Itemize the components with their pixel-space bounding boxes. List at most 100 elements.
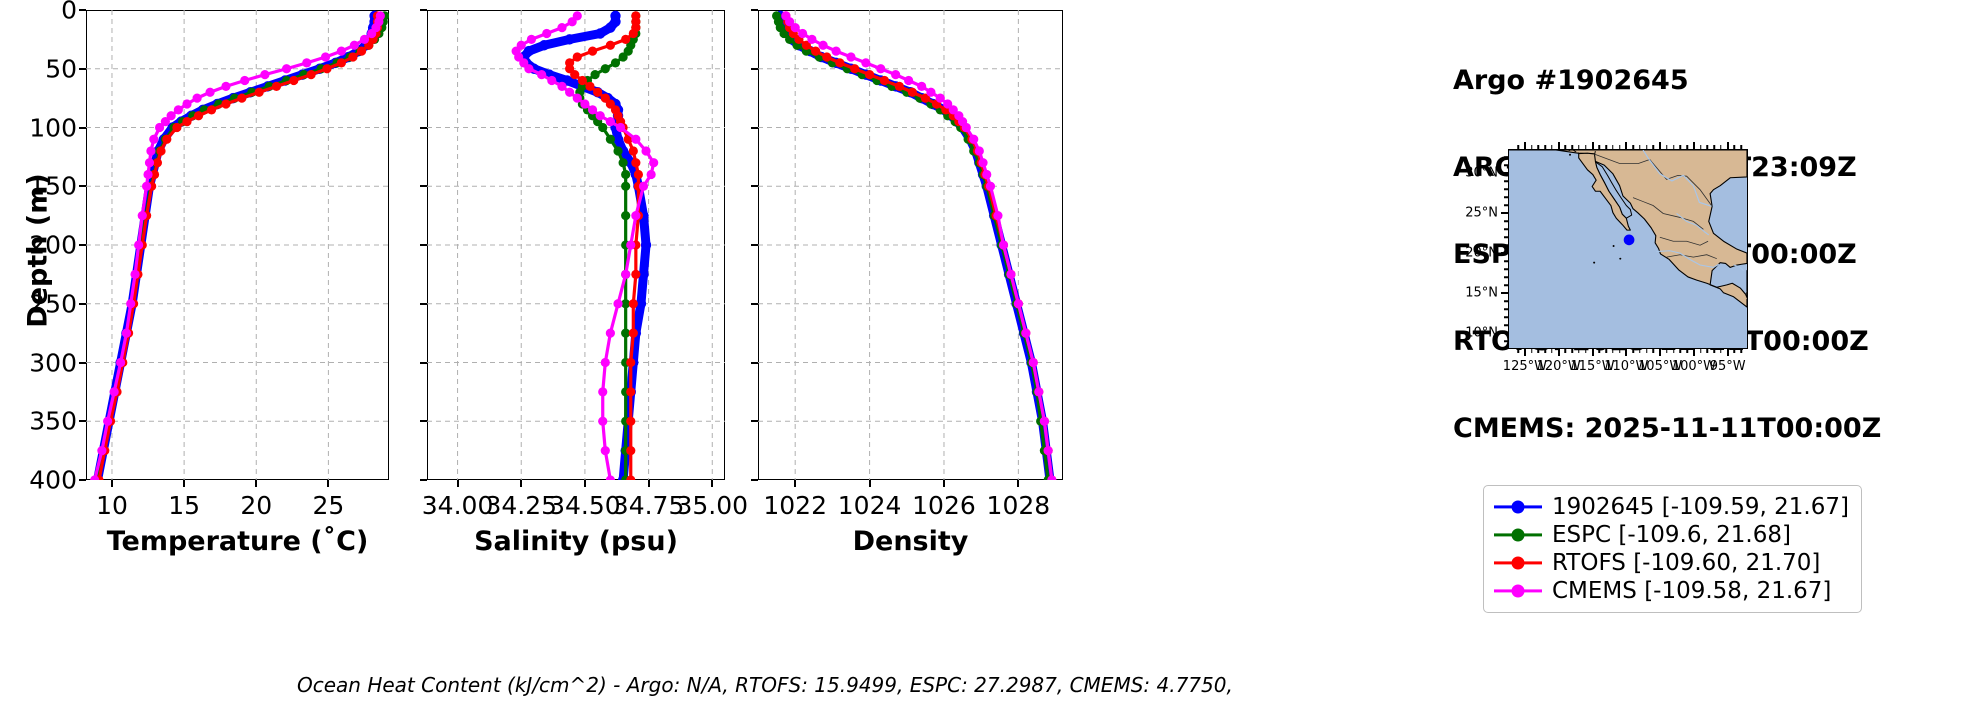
density-plot-canvas (758, 10, 1063, 480)
temperature-plot-canvas (86, 10, 389, 480)
map-lon-minor-tick (1598, 349, 1601, 353)
salinity-xtick-label: 34.25 (485, 491, 558, 520)
map-lat-minor-tick (1504, 164, 1508, 166)
map-lon-minor-tick (1733, 145, 1736, 149)
map-lat-minor-tick (1504, 188, 1508, 190)
map-lat-minor-tick (1504, 340, 1508, 342)
map-lon-tick (1659, 349, 1662, 356)
map-lon-minor-tick (1564, 349, 1567, 353)
depth-tick-label: 150 (29, 171, 77, 201)
map-lat-minor-tick (1504, 180, 1508, 182)
depth-tick-label: 400 (29, 465, 77, 495)
temperature-ytick-mark (79, 479, 86, 481)
salinity-ytick-mark (420, 9, 427, 11)
depth-tick-label: 100 (29, 113, 77, 142)
map-lon-minor-tick (1713, 145, 1715, 149)
map-lon-minor-tick (1578, 349, 1580, 353)
temperature-ytick-mark (79, 185, 86, 188)
map-lon-minor-tick (1645, 349, 1648, 353)
legend-item-cmems: CMEMS [-109.58, 21.67] (1494, 577, 1849, 605)
density-xtick-label: 1028 (986, 491, 1051, 520)
salinity-xtick-mark (711, 480, 714, 487)
map-lon-minor-tick (1652, 145, 1655, 149)
map-lon-minor-tick (1537, 145, 1540, 149)
temperature-xtick-mark (110, 480, 113, 487)
map-lat-label: 20°N (1465, 245, 1498, 261)
salinity-xtick-label: 35.00 (676, 491, 749, 520)
temperature-ytick-mark (79, 302, 86, 305)
map-lon-tick (1557, 142, 1560, 149)
map-lon-tick (1625, 142, 1628, 149)
temperature-ytick-mark (79, 126, 86, 129)
map-lon-minor-tick (1632, 349, 1634, 353)
salinity-ytick-mark (420, 126, 427, 129)
legend-marker-rtofs (1511, 556, 1525, 570)
legend-label-argo: 1902645 [-109.59, 21.67] (1552, 494, 1849, 520)
map-lon-minor-tick (1605, 145, 1607, 149)
map-lat-minor-tick (1504, 228, 1508, 230)
density-xtick-mark (1017, 480, 1020, 487)
map-lat-label: 25°N (1465, 205, 1498, 221)
map-frame (1508, 149, 1748, 349)
map-lon-minor-tick (1632, 145, 1634, 149)
legend-label-espc: ESPC [-109.6, 21.68] (1552, 522, 1791, 548)
map-lon-minor-tick (1618, 145, 1621, 149)
map-lon-minor-tick (1612, 145, 1614, 149)
salinity-xtick-label: 34.00 (421, 491, 494, 520)
map-lat-tick (1501, 172, 1508, 174)
salinity-ytick-mark (420, 67, 427, 70)
map-lon-minor-tick (1537, 349, 1540, 353)
map-lon-minor-tick (1530, 349, 1533, 353)
density-ytick-mark (751, 479, 758, 481)
map-lon-minor-tick (1666, 349, 1668, 353)
map-lon-minor-tick (1578, 145, 1580, 149)
map-lat-tick (1501, 292, 1508, 294)
salinity-xtick-mark (583, 480, 586, 487)
map-lon-minor-tick (1639, 145, 1641, 149)
map-lon-minor-tick (1645, 145, 1648, 149)
map-lat-label: 30°N (1465, 165, 1498, 181)
map-lat-minor-tick (1504, 268, 1508, 270)
map-lon-label: 125°W (1502, 359, 1547, 374)
map-lon-tick (1591, 142, 1594, 149)
map-lat-minor-tick (1504, 236, 1508, 238)
map-lat-label: 10°N (1465, 325, 1498, 341)
temperature-ytick-mark (79, 67, 86, 70)
map-lon-tick (1523, 349, 1526, 356)
map-lon-minor-tick (1517, 349, 1519, 353)
map-lon-minor-tick (1672, 145, 1675, 149)
map-lon-minor-tick (1720, 349, 1722, 353)
temperature-xtick-mark (327, 480, 330, 487)
map-lat-minor-tick (1504, 308, 1508, 310)
temperature-ytick-mark (79, 9, 86, 11)
map-lon-label: 120°W (1536, 359, 1581, 374)
legend-marker-espc (1511, 528, 1525, 542)
map-lon-label: 105°W (1638, 359, 1683, 374)
map-lon-minor-tick (1706, 349, 1709, 353)
salinity-ytick-mark (420, 361, 427, 364)
map-lon-minor-tick (1679, 349, 1682, 353)
map-lon-minor-tick (1605, 349, 1607, 353)
map-lon-minor-tick (1679, 145, 1682, 149)
ocean-heat-content-footnote: Ocean Heat Content (kJ/cm^2) - Argo: N/A… (297, 673, 1233, 697)
legend-swatch-rtofs (1494, 554, 1542, 572)
salinity-xtick-mark (456, 480, 459, 487)
density-axis-title: Density (852, 526, 969, 557)
map-lat-minor-tick (1504, 324, 1508, 326)
legend-swatch-argo (1494, 498, 1542, 516)
legend-item-rtofs: RTOFS [-109.60, 21.70] (1494, 549, 1849, 577)
map-lat-minor-tick (1504, 260, 1508, 262)
info-line-title: Argo #1902645 (1453, 65, 1689, 96)
map-lon-minor-tick (1652, 349, 1655, 353)
density-xtick-label: 1026 (912, 491, 976, 520)
map-lon-minor-tick (1618, 349, 1621, 353)
depth-tick-label: 300 (29, 348, 77, 377)
temperature-xtick-mark (183, 480, 186, 487)
map-lon-tick (1692, 142, 1695, 149)
map-lon-minor-tick (1686, 145, 1688, 149)
map-lon-minor-tick (1720, 145, 1722, 149)
map-lon-minor-tick (1706, 145, 1709, 149)
density-xtick-label: 1024 (837, 491, 902, 520)
temperature-profile-panel: Temperature (˚C) 10 15 20 25 0 50 100 150 200 250… (29, 0, 389, 557)
map-lon-label: 100°W (1671, 359, 1716, 374)
